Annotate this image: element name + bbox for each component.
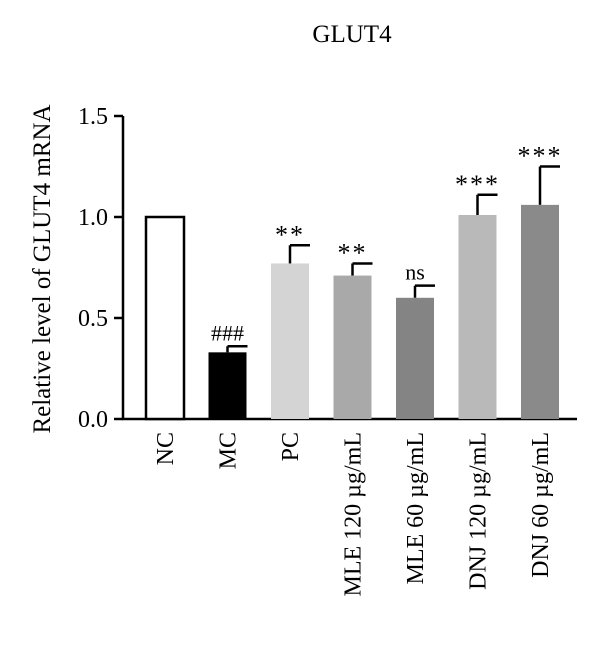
x-tick-label: DNJ 60 µg/mL bbox=[528, 432, 554, 578]
y-tick-label: 1.5 bbox=[78, 104, 108, 130]
bar bbox=[333, 275, 372, 419]
bars: ### ** ** ns *** *** bbox=[144, 142, 563, 421]
significance-label: ns bbox=[405, 260, 425, 285]
significance-label: ### bbox=[211, 320, 244, 345]
y-tick-label: 0.5 bbox=[78, 306, 108, 332]
x-tick-label: DNJ 120 µg/mL bbox=[466, 432, 492, 590]
x-tick-labels: NC MC PC MLE 120 µg/mL MLE 60 µg/mL DNJ 120 µ… bbox=[153, 432, 554, 596]
x-tick-label: MLE 120 µg/mL bbox=[341, 432, 367, 596]
y-tick-label: 1.0 bbox=[78, 205, 108, 231]
x-tick-label: MC bbox=[216, 432, 242, 469]
x-tick-label: PC bbox=[278, 432, 304, 461]
significance-label: *** bbox=[455, 170, 500, 199]
y-axis: 0.0 0.5 1.0 1.5 bbox=[78, 104, 125, 433]
y-tick-label: 0.0 bbox=[78, 407, 108, 433]
bar bbox=[208, 352, 247, 419]
significance-label: *** bbox=[518, 142, 563, 171]
significance-label: ** bbox=[275, 220, 305, 249]
bar bbox=[458, 214, 497, 419]
chart-title: GLUT4 bbox=[312, 21, 392, 48]
x-tick-label: MLE 60 µg/mL bbox=[403, 432, 429, 584]
x-tick-label: NC bbox=[153, 432, 179, 465]
y-axis-label: Relative level of GLUT4 mRNA bbox=[29, 104, 56, 433]
bar bbox=[271, 263, 309, 419]
y-ticks: 0.0 0.5 1.0 1.5 bbox=[78, 104, 123, 433]
bar bbox=[521, 204, 559, 419]
bar bbox=[144, 215, 186, 421]
significance-label: ** bbox=[338, 238, 368, 267]
bar bbox=[396, 297, 434, 419]
